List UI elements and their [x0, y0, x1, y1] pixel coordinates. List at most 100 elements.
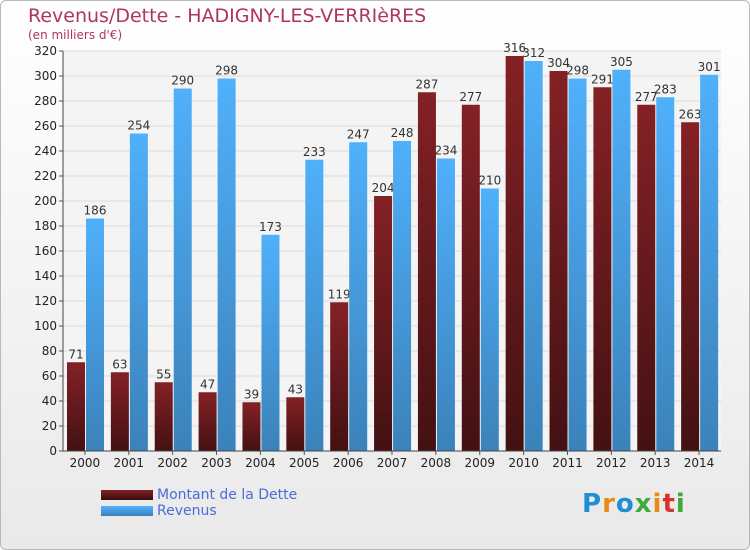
data-label-dette: 304 — [547, 56, 570, 70]
bar-revenus — [129, 133, 148, 451]
x-tick-label: 2010 — [508, 456, 539, 470]
data-label-revenus: 290 — [171, 74, 194, 88]
bar-dette — [505, 56, 524, 451]
y-tick-label: 20 — [42, 419, 57, 433]
x-tick-label: 2006 — [333, 456, 364, 470]
data-label-revenus: 248 — [391, 126, 414, 140]
y-tick-label: 320 — [34, 44, 57, 58]
y-tick-label: 260 — [34, 119, 57, 133]
legend-swatch-dette — [101, 490, 153, 500]
bar-revenus — [524, 61, 543, 451]
data-label-dette: 263 — [679, 107, 702, 121]
x-tick-label: 2012 — [596, 456, 627, 470]
bar-revenus — [86, 218, 104, 451]
x-tick-label: 2009 — [464, 456, 495, 470]
data-label-dette: 204 — [372, 181, 395, 195]
x-tick-label: 2011 — [552, 456, 583, 470]
legend-label-dette: Montant de la Dette — [157, 487, 298, 503]
bar-revenus — [305, 159, 324, 451]
bar-dette — [154, 382, 173, 451]
data-label-dette: 71 — [68, 347, 83, 361]
x-tick-label: 2013 — [640, 456, 671, 470]
bar-revenus — [612, 69, 631, 451]
logo-letter: x — [634, 489, 653, 519]
x-tick-label: 2014 — [684, 456, 715, 470]
bar-revenus — [217, 78, 236, 451]
x-tick-label: 2003 — [201, 456, 232, 470]
bar-revenus — [261, 234, 280, 451]
data-label-dette: 39 — [244, 387, 259, 401]
data-label-revenus: 173 — [259, 220, 282, 234]
data-label-revenus: 305 — [610, 55, 633, 69]
data-label-revenus: 283 — [654, 82, 677, 96]
data-label-dette: 291 — [591, 72, 614, 86]
y-tick-label: 180 — [34, 219, 57, 233]
y-tick-label: 300 — [34, 69, 57, 83]
data-label-revenus: 210 — [478, 174, 501, 188]
y-tick-label: 280 — [34, 94, 57, 108]
y-tick-label: 40 — [42, 394, 57, 408]
bar-revenus — [480, 188, 499, 451]
data-label-dette: 47 — [200, 377, 215, 391]
y-tick-label: 80 — [42, 344, 57, 358]
bar-dette — [374, 196, 393, 451]
bar-revenus — [436, 158, 455, 451]
bar-revenus — [568, 78, 587, 451]
bar-dette — [681, 122, 700, 451]
bar-revenus — [393, 141, 412, 451]
y-tick-label: 200 — [34, 194, 57, 208]
y-tick-label: 220 — [34, 169, 57, 183]
data-label-revenus: 233 — [303, 145, 326, 159]
data-label-revenus: 247 — [347, 127, 370, 141]
data-label-revenus: 298 — [566, 64, 589, 78]
bar-dette — [593, 87, 612, 451]
x-tick-label: 2000 — [70, 456, 101, 470]
y-tick-label: 100 — [34, 319, 57, 333]
x-tick-label: 2008 — [421, 456, 452, 470]
y-tick-label: 60 — [42, 369, 57, 383]
bar-dette — [637, 104, 656, 451]
legend-item-revenus: Revenus — [101, 503, 297, 519]
data-label-dette: 43 — [288, 382, 303, 396]
x-tick-label: 2002 — [157, 456, 188, 470]
bar-dette — [67, 362, 85, 451]
logo-letter: r — [602, 489, 616, 519]
y-tick-label: 140 — [34, 269, 57, 283]
bar-dette — [330, 302, 349, 451]
legend-label-revenus: Revenus — [157, 503, 217, 519]
logo-letter: o — [615, 489, 635, 519]
data-label-dette: 63 — [112, 357, 127, 371]
x-tick-label: 2005 — [289, 456, 320, 470]
chart-subtitle: (en milliers d'€) — [28, 28, 123, 42]
bar-dette — [198, 392, 217, 451]
bar-dette — [286, 397, 305, 451]
x-tick-label: 2004 — [245, 456, 276, 470]
x-tick-label: 2001 — [114, 456, 145, 470]
x-tick-label: 2007 — [377, 456, 408, 470]
bar-dette — [549, 71, 568, 451]
y-tick-label: 240 — [34, 144, 57, 158]
bar-dette — [461, 104, 480, 451]
logo-letter: i — [675, 489, 686, 519]
bar-revenus — [700, 74, 719, 451]
bar-dette — [242, 402, 261, 451]
logo-letter: t — [662, 489, 676, 519]
y-tick-label: 160 — [34, 244, 57, 258]
data-label-dette: 316 — [503, 41, 526, 55]
data-label-dette: 287 — [415, 77, 438, 91]
chart-title: Revenus/Dette - HADIGNY-LES-VERRIèRES — [28, 5, 427, 27]
bar-dette — [110, 372, 129, 451]
data-label-revenus: 301 — [698, 60, 721, 74]
y-tick-label: 120 — [34, 294, 57, 308]
logo-letter: i — [652, 489, 663, 519]
data-label-dette: 119 — [328, 287, 351, 301]
data-label-revenus: 254 — [127, 119, 150, 133]
data-label-revenus: 234 — [434, 144, 457, 158]
proxiti-logo: Proxiti — [582, 489, 686, 519]
legend-swatch-revenus — [101, 506, 153, 516]
data-label-dette: 277 — [635, 90, 658, 104]
bar-revenus — [656, 97, 675, 451]
y-tick-label: 0 — [49, 444, 57, 458]
